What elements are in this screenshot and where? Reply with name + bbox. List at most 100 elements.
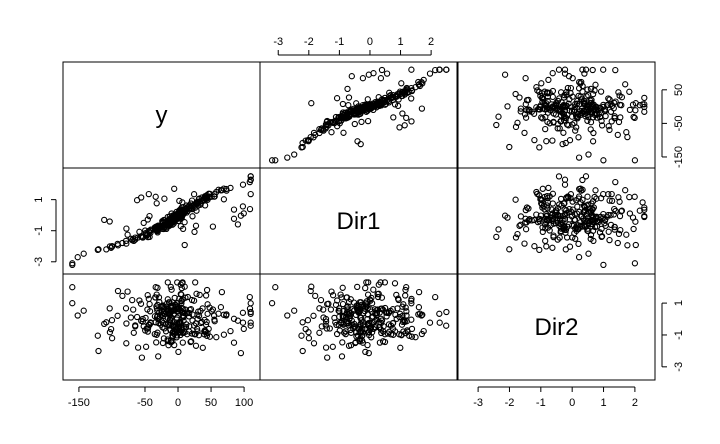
data-point — [579, 196, 586, 203]
data-point — [162, 320, 169, 328]
data-point — [546, 120, 553, 127]
data-point — [552, 100, 560, 107]
data-point — [136, 297, 143, 304]
data-point — [369, 319, 376, 326]
data-point — [142, 327, 149, 334]
data-point — [436, 319, 443, 326]
data-point — [341, 329, 348, 336]
data-point — [582, 113, 589, 120]
data-point — [357, 140, 364, 148]
data-point — [549, 70, 556, 77]
data-point — [403, 284, 410, 291]
data-point — [124, 288, 131, 295]
data-point — [328, 129, 335, 136]
data-point — [579, 176, 586, 184]
data-point — [566, 96, 573, 103]
data-point — [542, 225, 549, 232]
data-point — [358, 118, 365, 126]
data-point — [521, 129, 528, 137]
data-point — [360, 310, 367, 317]
data-point — [376, 339, 384, 346]
data-point — [101, 320, 108, 328]
data-point — [641, 204, 648, 211]
data-point — [339, 339, 346, 346]
data-point — [561, 66, 569, 73]
data-point — [402, 304, 409, 311]
data-point — [365, 319, 373, 327]
data-point — [174, 279, 181, 286]
data-point — [397, 90, 404, 98]
data-point — [612, 178, 619, 186]
data-point — [122, 305, 130, 312]
data-point — [538, 90, 546, 97]
tick-label: 0 — [367, 36, 373, 48]
data-point — [601, 107, 608, 115]
data-point — [145, 190, 152, 198]
data-point — [142, 230, 149, 237]
data-point — [556, 201, 563, 208]
data-point — [533, 104, 540, 111]
data-point — [600, 157, 607, 164]
data-point — [530, 110, 538, 117]
data-point — [320, 314, 327, 321]
data-point — [415, 288, 423, 296]
data-point — [396, 331, 403, 338]
data-point — [538, 197, 546, 204]
data-point — [299, 319, 306, 326]
data-point — [408, 325, 416, 333]
data-point — [612, 66, 619, 74]
data-point — [387, 92, 394, 99]
data-point — [177, 290, 184, 298]
data-point — [339, 100, 347, 108]
data-point — [247, 190, 254, 198]
data-point — [426, 319, 434, 326]
data-point — [436, 66, 443, 73]
data-point — [561, 113, 568, 120]
data-point — [247, 319, 254, 326]
tick-label: 50 — [205, 397, 217, 409]
data-point — [202, 292, 210, 299]
data-point — [203, 318, 210, 326]
data-point — [186, 202, 193, 209]
data-point — [542, 113, 549, 121]
data-point — [432, 293, 439, 301]
data-point — [218, 288, 226, 296]
data-point — [555, 173, 563, 180]
data-point — [178, 213, 185, 220]
data-point — [615, 118, 623, 126]
tick-label: 1 — [600, 397, 606, 409]
data-point — [322, 123, 330, 131]
data-point — [571, 230, 578, 237]
data-point — [308, 100, 315, 107]
data-point — [598, 233, 606, 240]
data-point — [94, 332, 101, 339]
data-point — [154, 329, 161, 336]
data-point — [516, 222, 523, 229]
data-point — [247, 308, 254, 316]
data-point — [557, 117, 564, 125]
data-point — [284, 312, 291, 319]
data-point — [589, 66, 596, 74]
scatter-y-vs-Dir1 — [268, 66, 450, 164]
data-point — [573, 210, 581, 217]
data-point — [584, 86, 591, 93]
tick-label: 2 — [428, 36, 434, 48]
data-point — [175, 325, 182, 333]
data-point — [166, 220, 173, 227]
data-point — [133, 197, 141, 204]
tick-label: -1 — [536, 397, 546, 409]
data-point — [396, 313, 403, 321]
data-point — [584, 193, 591, 200]
data-point — [495, 226, 502, 233]
data-point — [504, 103, 511, 110]
data-point — [607, 212, 614, 219]
data-point — [522, 215, 529, 222]
data-point — [555, 66, 563, 73]
data-point — [239, 309, 247, 316]
data-point — [328, 288, 335, 295]
data-point — [223, 312, 230, 319]
data-point — [106, 329, 114, 336]
data-point — [114, 240, 121, 248]
data-point — [533, 211, 540, 218]
data-point — [549, 87, 557, 95]
